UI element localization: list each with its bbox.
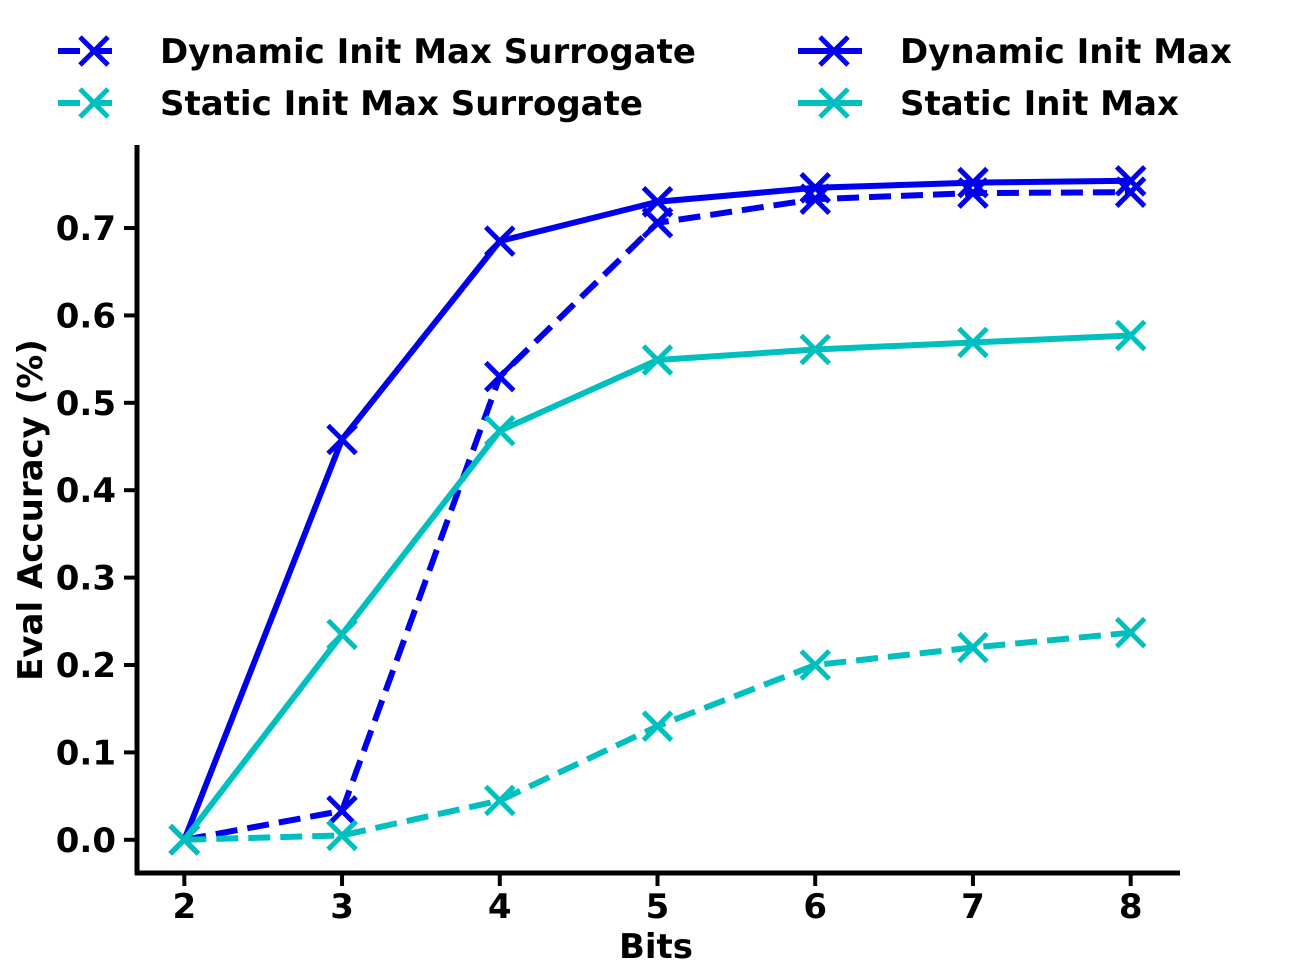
x-tick-label: 5: [646, 887, 670, 927]
series-line-1: [183, 189, 1131, 843]
y-tick-label: 0.6: [56, 296, 116, 336]
series-2-marker: [641, 710, 674, 742]
y-tick-label: 0.4: [56, 471, 116, 511]
x-tick-label: 6: [803, 887, 827, 927]
legend-marker: [78, 87, 110, 119]
ticks: 0.0 0.1 0.2 0.3 0.4 0.5 0.6 0.7 2 3 4 5 6 7 8: [56, 209, 1143, 927]
series-2-marker: [799, 649, 831, 681]
series-4-marker: [799, 333, 831, 366]
series-2-marker: [484, 784, 516, 817]
series-4-marker: [641, 344, 674, 376]
legend-item-2: Static Init Max Surrogate: [58, 84, 643, 124]
legend-label: Static Init Max: [900, 84, 1179, 124]
series-2-marker: [326, 819, 358, 852]
series-3-marker: [326, 423, 358, 456]
y-tick-label: 0.1: [56, 733, 116, 773]
y-tick-label: 0.5: [56, 384, 116, 424]
legend-marker: [818, 35, 850, 67]
legend-item-3: Dynamic Init Max: [798, 32, 1232, 72]
series-4-marker: [168, 824, 201, 856]
legend-item-4: Static Init Max: [798, 84, 1179, 124]
series-3-marker: [641, 186, 674, 218]
y-tick-label: 0.2: [56, 646, 116, 686]
series-1-marker: [326, 795, 358, 827]
y-axis-label: Eval Accuracy (%): [11, 339, 51, 681]
x-tick-label: 2: [172, 887, 196, 927]
legend-marker: [78, 35, 110, 67]
x-tick-label: 4: [488, 887, 512, 927]
y-tick-label: 0.3: [56, 559, 116, 599]
x-axis-label: Bits: [619, 927, 693, 967]
series-3-marker: [484, 225, 516, 257]
series-3-marker: [1114, 165, 1147, 197]
series-4-marker: [484, 415, 516, 447]
series-4-marker: [1114, 319, 1147, 352]
x-tick-label: 3: [330, 887, 354, 927]
legend-label: Dynamic Init Max Surrogate: [160, 32, 696, 72]
series-line-4: [181, 332, 1131, 842]
series-line-3: [181, 177, 1131, 841]
x-tick-label: 7: [961, 887, 985, 927]
legend-label: Static Init Max Surrogate: [160, 84, 643, 124]
series-2-marker: [957, 631, 989, 664]
axes: [134, 145, 1180, 876]
legend: Dynamic Init Max Surrogate Static Init Ma…: [58, 32, 1232, 124]
legend-marker: [818, 87, 850, 119]
series-2-marker: [1114, 616, 1147, 649]
series-4-marker: [326, 618, 358, 651]
legend-item-1: Dynamic Init Max Surrogate: [58, 32, 696, 72]
series-4-marker: [957, 326, 989, 359]
series-1-marker: [484, 360, 516, 393]
legend-label: Dynamic Init Max: [900, 32, 1232, 72]
series-3-marker: [799, 172, 831, 204]
series-lines: [168, 165, 1147, 856]
y-tick-label: 0.0: [56, 821, 116, 861]
y-tick-label: 0.7: [56, 209, 116, 249]
x-tick-label: 8: [1119, 887, 1143, 927]
series-line-2: [184, 629, 1131, 843]
series-3-marker: [957, 166, 989, 199]
